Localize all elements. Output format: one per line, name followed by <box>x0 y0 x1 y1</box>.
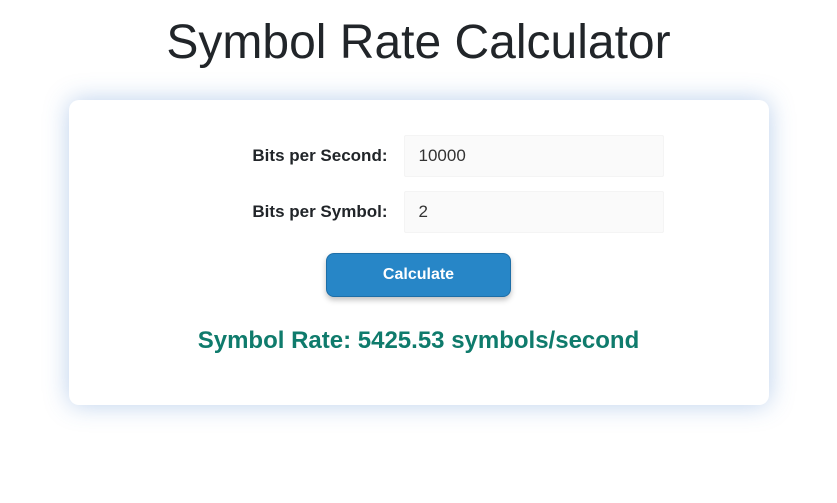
row-bits-per-symbol: Bits per Symbol: <box>119 191 719 233</box>
row-bits-per-second: Bits per Second: <box>119 135 719 177</box>
page-title: Symbol Rate Calculator <box>50 15 787 70</box>
result-text: Symbol Rate: 5425.53 symbols/second <box>119 327 719 355</box>
calculator-card: Bits per Second: Bits per Symbol: Calcul… <box>69 100 769 405</box>
bits-per-second-label: Bits per Second: <box>174 146 404 166</box>
bits-per-second-input[interactable] <box>404 135 664 177</box>
bits-per-symbol-input[interactable] <box>404 191 664 233</box>
button-row: Calculate <box>119 253 719 297</box>
calculate-button[interactable]: Calculate <box>326 253 511 297</box>
bits-per-symbol-label: Bits per Symbol: <box>174 202 404 222</box>
